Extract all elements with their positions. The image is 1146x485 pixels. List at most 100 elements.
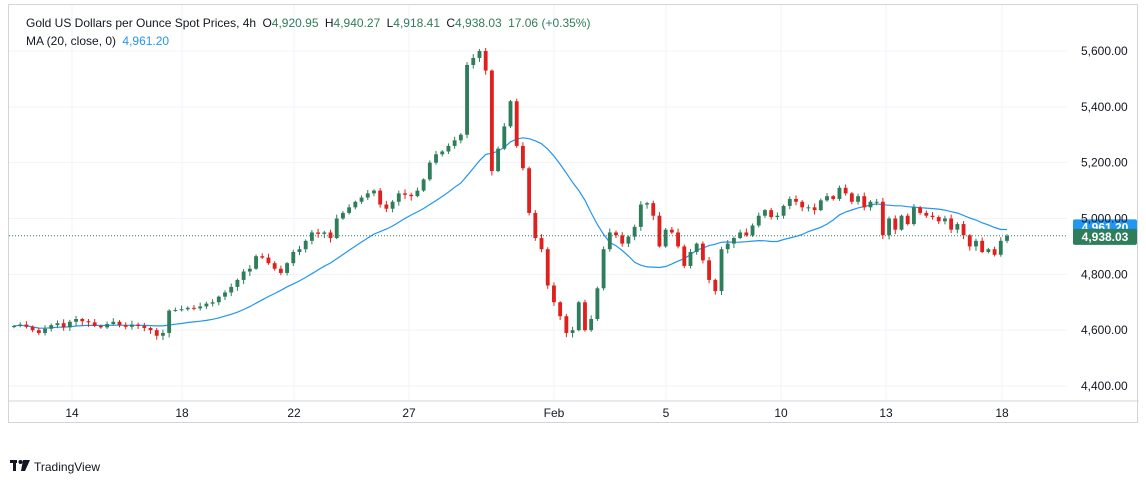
- open-value: 4,920.95: [271, 16, 319, 30]
- candle-down: [831, 196, 836, 199]
- change-value: 17.06 (+0.35%): [508, 16, 591, 30]
- candle-up: [12, 325, 16, 328]
- candle-down: [905, 215, 910, 225]
- candle-down: [980, 240, 985, 252]
- candle-up: [365, 193, 370, 198]
- candle-down: [142, 325, 147, 328]
- candle-down: [489, 70, 494, 172]
- chart-title: Gold US Dollars per Ounce Spot Prices, 4…: [26, 16, 257, 30]
- high-label: H: [324, 16, 334, 30]
- candle-up: [607, 232, 612, 250]
- candle-up: [725, 243, 730, 250]
- candle-up: [353, 201, 358, 208]
- candle-down: [80, 319, 85, 322]
- candle-down: [539, 238, 544, 250]
- candle-up: [74, 319, 78, 322]
- candle-up: [589, 319, 594, 331]
- candle-up: [787, 198, 792, 206]
- candle-up: [508, 101, 513, 127]
- price-chart[interactable]: 4,961.204,938.03 5,600.005,400.005,200.0…: [9, 5, 1139, 424]
- candle-down: [558, 302, 563, 317]
- candle-up: [297, 249, 302, 252]
- candle-up: [887, 218, 892, 236]
- candle-up: [415, 190, 420, 197]
- candle-up: [632, 226, 637, 237]
- candle-up: [309, 232, 314, 241]
- candle-down: [520, 145, 525, 169]
- candle-up: [645, 203, 649, 205]
- candle-down: [744, 232, 749, 236]
- candle-down: [266, 257, 271, 264]
- candle-up: [372, 190, 376, 194]
- candle-down: [552, 285, 556, 303]
- last-price-tag-bg: [1073, 228, 1137, 245]
- candle-down: [154, 330, 159, 336]
- candle-down: [924, 212, 929, 216]
- candle-up: [452, 140, 457, 146]
- candle-up: [440, 151, 445, 155]
- tradingview-logo[interactable]: TradingView: [10, 459, 100, 474]
- x-tick-label: 10: [774, 406, 788, 420]
- low-value: 4,918.41: [393, 16, 440, 30]
- candle-down: [843, 187, 848, 194]
- high-value: 4,940.27: [333, 16, 381, 30]
- candle-up: [974, 240, 978, 247]
- tradingview-icon: [10, 459, 30, 474]
- candle-up: [229, 286, 234, 293]
- candle-down: [614, 232, 618, 236]
- candle-down: [862, 196, 867, 208]
- candle-up: [856, 196, 860, 202]
- candle-down: [961, 224, 966, 236]
- candle-up: [750, 225, 755, 236]
- candle-up: [43, 328, 47, 333]
- moving-average-line: [13, 137, 1007, 329]
- candle-up: [216, 296, 221, 303]
- x-tick-label: 14: [65, 406, 79, 420]
- candle-up: [427, 162, 432, 180]
- candle-up: [911, 207, 916, 225]
- candle-up: [167, 310, 172, 333]
- candle-up: [291, 252, 296, 264]
- candle-down: [849, 193, 854, 202]
- candle-down: [893, 218, 898, 230]
- candle-down: [117, 321, 122, 326]
- y-tick-label: 4,400.00: [1081, 379, 1128, 393]
- candle-down: [880, 201, 885, 236]
- candle-up: [477, 51, 482, 58]
- x-tick-label: 18: [175, 406, 189, 420]
- candle-down: [533, 212, 538, 239]
- candle-down: [278, 268, 283, 273]
- candle-down: [800, 201, 805, 208]
- candle-up: [986, 249, 991, 252]
- candle-down: [403, 193, 407, 195]
- ma-path: [13, 137, 1007, 329]
- y-tick-label: 4,800.00: [1081, 267, 1128, 281]
- candle-down: [123, 325, 128, 327]
- candle-up: [111, 321, 116, 325]
- candle-up: [247, 268, 252, 272]
- candle-down: [61, 323, 66, 328]
- candle-up: [763, 210, 767, 216]
- candle-up: [943, 218, 947, 222]
- chart-frame[interactable]: 4,961.20 4,938.03 5,600.00 5,400.00 5,200.0…: [8, 4, 1139, 424]
- candle-up: [638, 204, 643, 227]
- candle-up: [756, 215, 761, 226]
- candle-down: [24, 324, 29, 327]
- candle-up: [359, 197, 364, 202]
- candle-down: [527, 168, 532, 213]
- candle-up: [67, 321, 72, 328]
- candle-up: [198, 306, 203, 309]
- candle-up: [396, 193, 401, 202]
- candle-down: [136, 324, 141, 326]
- ohlc-legend: Gold US Dollars per Ounce Spot Prices, 4…: [26, 16, 593, 30]
- overlays: 4,961.204,938.03: [9, 219, 1137, 245]
- candle-up: [322, 232, 327, 234]
- candle-up: [446, 145, 451, 152]
- candle-down: [713, 279, 718, 292]
- candle-up: [738, 232, 743, 239]
- candle-up: [173, 310, 178, 312]
- candle-up: [899, 215, 904, 230]
- candle-up: [601, 249, 606, 289]
- candle-down: [769, 210, 774, 218]
- candle-down: [148, 327, 153, 331]
